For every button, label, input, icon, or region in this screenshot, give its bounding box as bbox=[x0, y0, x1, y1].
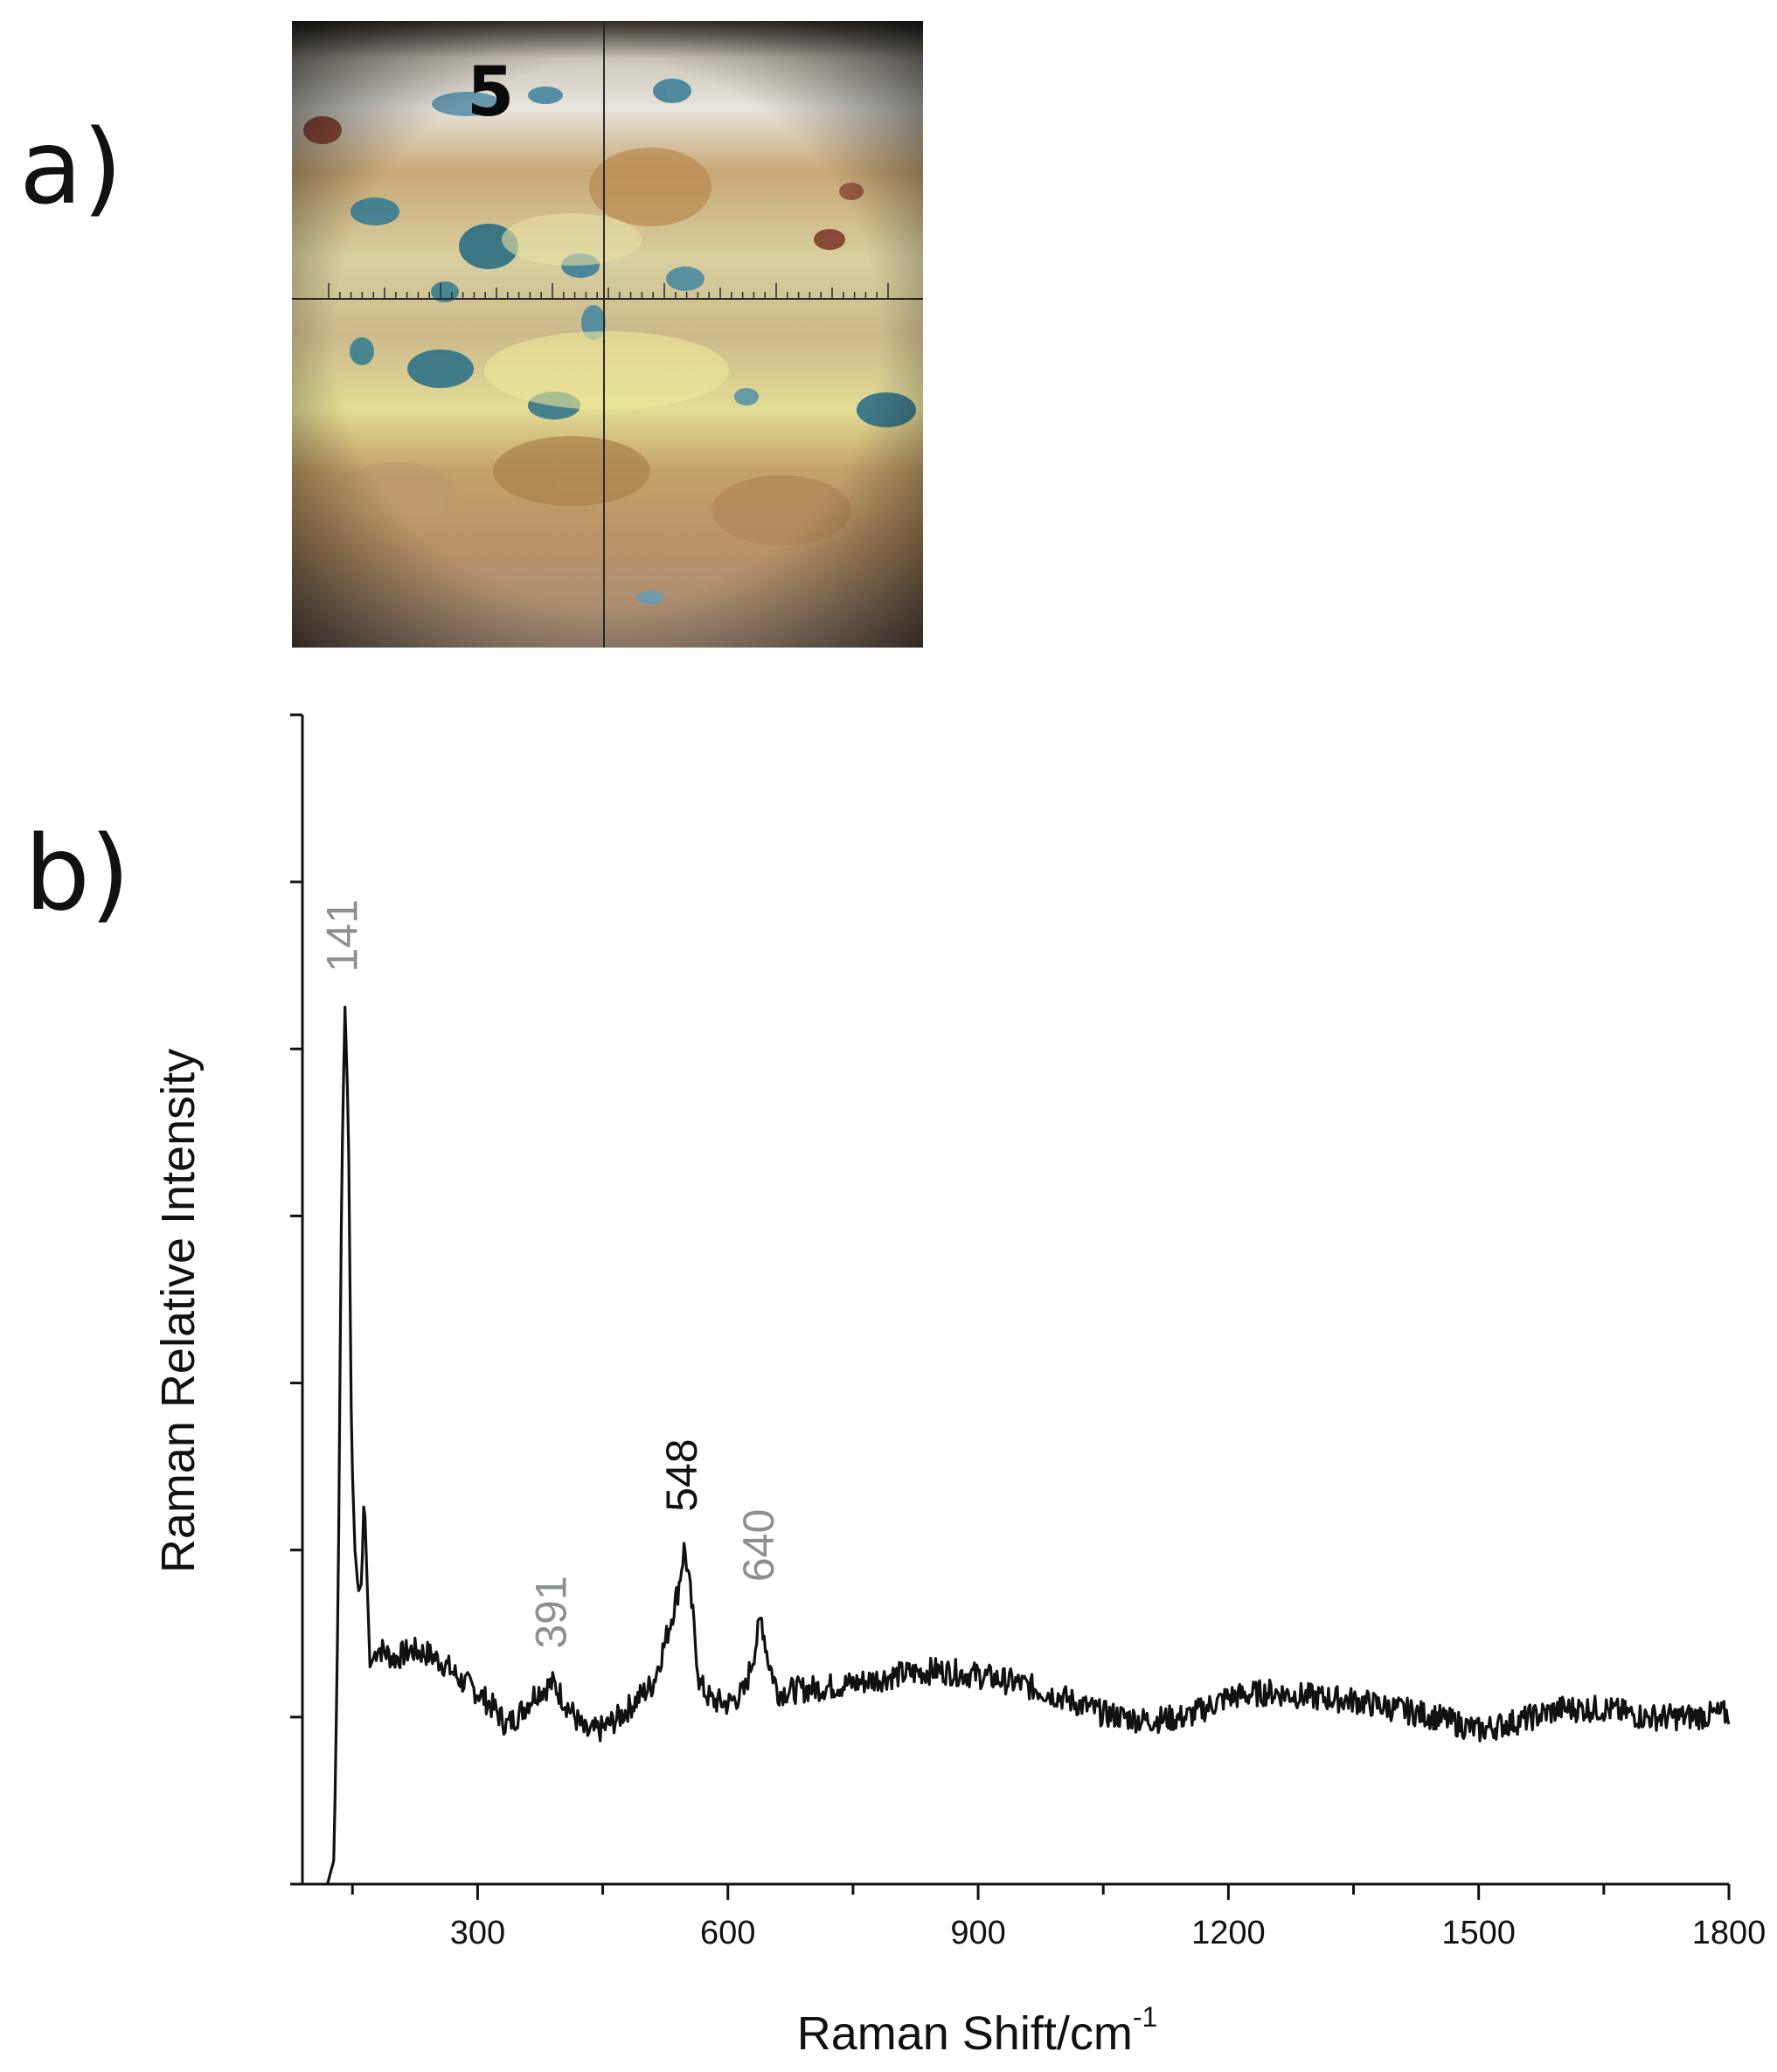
x-tick-labels: 300 600 900 1200 1500 1800 bbox=[450, 1915, 1767, 1951]
peak-label: 640 bbox=[734, 1509, 783, 1582]
x-axis-label: Raman Shift/cm-1 bbox=[797, 2001, 1158, 2060]
x-tick-label: 300 bbox=[450, 1915, 505, 1951]
x-tick-label: 900 bbox=[950, 1915, 1005, 1951]
peak-label: 548 bbox=[657, 1438, 706, 1511]
x-tick-label: 600 bbox=[700, 1915, 755, 1951]
panel-label-b: b) bbox=[24, 813, 130, 933]
peak-annotations: 141 391 548 640 bbox=[318, 899, 783, 1649]
x-tick-label: 1200 bbox=[1191, 1915, 1266, 1951]
micrograph-image: 5 bbox=[292, 21, 923, 648]
x-axis-label-main: Raman Shift/cm bbox=[797, 2007, 1133, 2060]
x-axis-label-superscript: -1 bbox=[1133, 2001, 1157, 2033]
peak-label: 141 bbox=[318, 899, 367, 972]
raman-spectrum-line bbox=[326, 1005, 1731, 1885]
micrograph-svg: 5 bbox=[292, 21, 923, 648]
y-axis-label: Raman Relative Intensity bbox=[152, 1049, 205, 1573]
x-tick-label: 1800 bbox=[1692, 1915, 1767, 1951]
x-ticks bbox=[351, 1884, 1731, 1900]
peak-label: 391 bbox=[526, 1576, 575, 1648]
panel-label-a: a) bbox=[19, 107, 123, 227]
x-tick-label: 1500 bbox=[1441, 1915, 1516, 1951]
micrograph-vignette bbox=[292, 21, 923, 648]
chart-axes bbox=[301, 715, 1729, 1886]
y-ticks bbox=[290, 713, 302, 1886]
